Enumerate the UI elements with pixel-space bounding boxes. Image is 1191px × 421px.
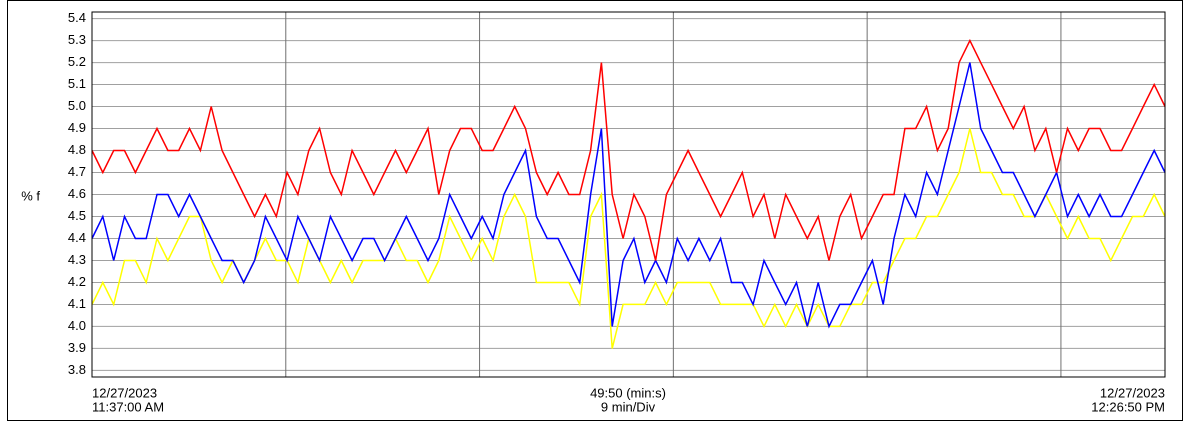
y-tick-label: 5.0 bbox=[68, 98, 86, 113]
x-start-time: 11:37:00 AM bbox=[92, 399, 164, 414]
y-tick-label: 3.8 bbox=[68, 362, 86, 377]
series-line bbox=[91, 128, 1166, 349]
y-tick-label: 5.3 bbox=[68, 32, 86, 47]
y-tick-label: 4.7 bbox=[68, 164, 86, 179]
y-tick-label: 4.4 bbox=[68, 230, 86, 245]
y-tick-label: 4.5 bbox=[68, 208, 86, 223]
x-span: 49:50 (min:s) bbox=[590, 385, 666, 400]
y-tick-label: 4.0 bbox=[68, 318, 86, 333]
y-tick-label: 4.9 bbox=[68, 120, 86, 135]
series-line bbox=[91, 38, 1166, 261]
x-end-date: 12/27/2023 bbox=[1100, 385, 1165, 400]
y-tick-label: 4.2 bbox=[68, 274, 86, 289]
series-line bbox=[91, 62, 1166, 329]
plot-border bbox=[91, 11, 1166, 378]
y-tick-label: 5.2 bbox=[68, 54, 86, 69]
y-tick-label: 5.1 bbox=[68, 76, 86, 91]
y-tick-label: 4.8 bbox=[68, 142, 86, 157]
x-start-date: 12/27/2023 bbox=[92, 385, 157, 400]
y-axis-label: % f bbox=[21, 188, 40, 203]
y-tick-label: 5.4 bbox=[68, 10, 86, 25]
y-tick-label: 3.9 bbox=[68, 340, 86, 355]
y-tick-label: 4.3 bbox=[68, 252, 86, 267]
y-tick-label: 4.1 bbox=[68, 296, 86, 311]
y-tick-label: 4.6 bbox=[68, 186, 86, 201]
x-end-time: 12:26:50 PM bbox=[1091, 399, 1165, 414]
x-division: 9 min/Div bbox=[601, 399, 656, 414]
